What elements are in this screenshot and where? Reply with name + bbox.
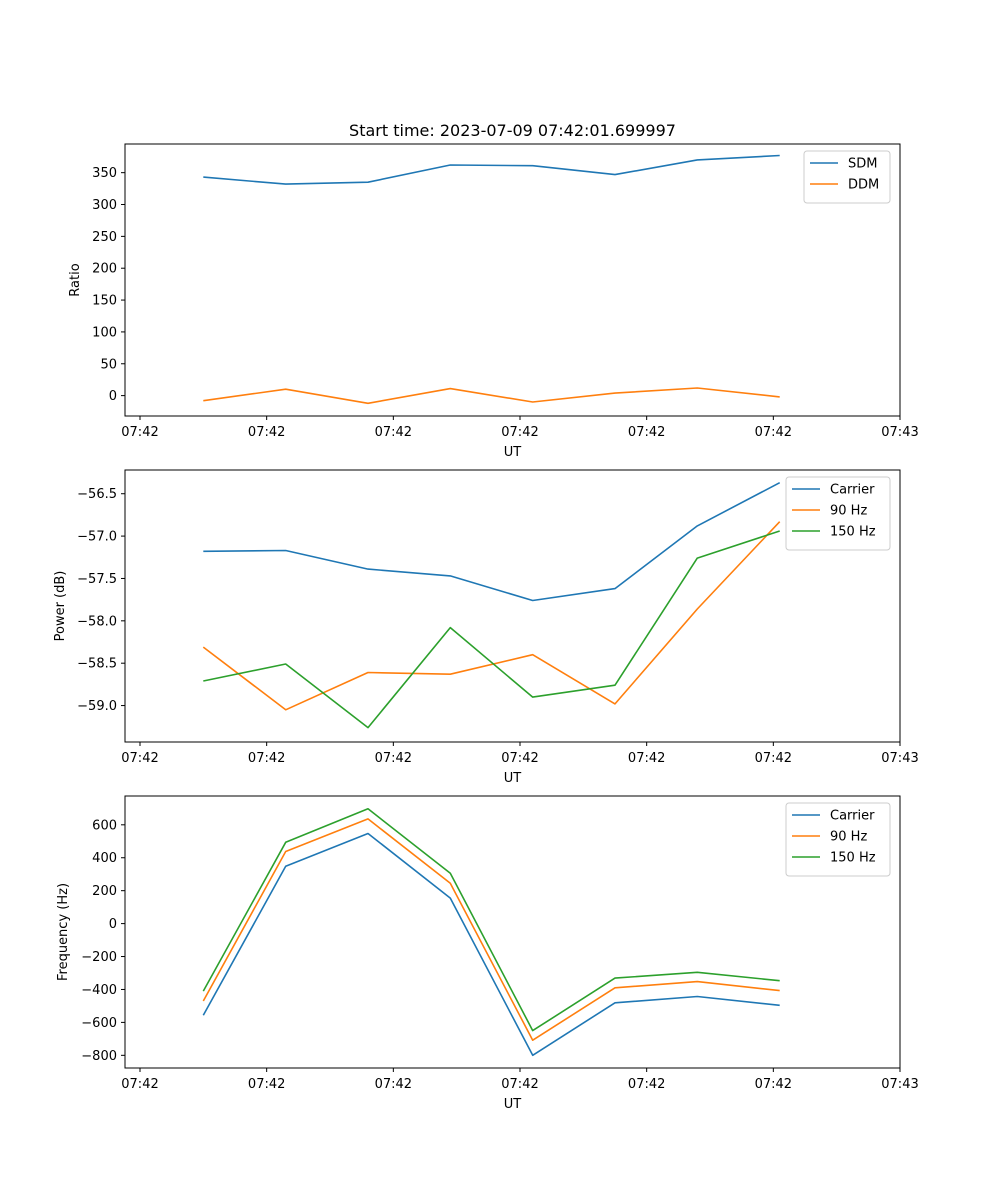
series-line-carrier <box>202 832 780 1057</box>
y-tick-label: −400 <box>81 983 117 998</box>
y-tick-label: −58.5 <box>77 657 117 672</box>
x-tick-label: 07:42 <box>755 1077 792 1092</box>
y-tick-label: −56.5 <box>77 487 117 502</box>
series-line-90-hz <box>202 818 780 1041</box>
x-axis-label: UT <box>504 1097 522 1112</box>
series-line-150-hz <box>203 530 780 729</box>
y-tick-label: 350 <box>92 166 117 181</box>
legend: SDM DDM <box>803 150 891 204</box>
x-tick-label: 07:42 <box>121 425 158 440</box>
y-tick-label: 400 <box>92 851 117 866</box>
x-tick-label: 07:42 <box>375 751 412 766</box>
y-tick-label: 0 <box>109 917 117 932</box>
panel-power: 07:42 07:42 07:42 07:42 07:42 07:42 07:43 −59.… <box>53 469 919 786</box>
x-axis-label: UT <box>504 771 522 786</box>
y-tick-label: −800 <box>81 1049 117 1064</box>
legend-label: Carrier <box>830 809 875 824</box>
legend: Carrier 90 Hz 150 Hz <box>785 476 891 551</box>
y-tick-label: 200 <box>92 884 117 899</box>
y-tick-label: −58.0 <box>77 614 117 629</box>
legend-label: SDM <box>848 157 877 172</box>
x-tick-label: 07:43 <box>881 425 918 440</box>
panel-frequency: 07:42 07:42 07:42 07:42 07:42 07:42 07:43 −800… <box>56 795 919 1112</box>
series-line-ddm <box>203 387 780 405</box>
y-axis-label: Frequency (Hz) <box>56 883 71 981</box>
x-tick-label: 07:42 <box>628 751 665 766</box>
panel-ratio: Start time: 2023-07-09 07:42:01.699997 0… <box>68 121 919 460</box>
y-tick-label: −600 <box>81 1016 117 1031</box>
series-line-sdm <box>203 154 780 185</box>
x-tick-label: 07:43 <box>881 1077 918 1092</box>
legend-label: 150 Hz <box>830 851 876 866</box>
x-tick-label: 07:42 <box>501 425 538 440</box>
x-tick-label: 07:42 <box>755 751 792 766</box>
y-axis-label: Power (dB) <box>53 571 68 642</box>
legend: Carrier 90 Hz 150 Hz <box>785 802 891 877</box>
series-line-150-hz <box>202 807 780 1032</box>
y-tick-label: 600 <box>92 818 117 833</box>
y-axis-label: Ratio <box>68 263 83 296</box>
x-tick-label: 07:42 <box>628 1077 665 1092</box>
x-tick-label: 07:42 <box>375 425 412 440</box>
x-tick-label: 07:42 <box>755 425 792 440</box>
plot-frame <box>124 469 901 743</box>
y-tick-label: 0 <box>109 389 117 404</box>
x-tick-label: 07:42 <box>248 751 285 766</box>
x-tick-label: 07:42 <box>501 1077 538 1092</box>
chart-title: Start time: 2023-07-09 07:42:01.699997 <box>349 121 676 140</box>
x-tick-label: 07:42 <box>248 1077 285 1092</box>
y-tick-label: 250 <box>92 230 117 245</box>
legend-label: Carrier <box>830 483 875 498</box>
y-tick-label: −200 <box>81 950 117 965</box>
series-line-carrier <box>203 481 781 602</box>
x-tick-label: 07:42 <box>501 751 538 766</box>
y-tick-label: 150 <box>92 294 117 309</box>
y-tick-label: −57.5 <box>77 572 117 587</box>
y-tick-label: 300 <box>92 198 117 213</box>
y-tick-label: 200 <box>92 262 117 277</box>
plot-frame <box>124 143 901 417</box>
x-tick-label: 07:43 <box>881 751 918 766</box>
x-tick-label: 07:42 <box>248 425 285 440</box>
y-tick-label: 50 <box>100 357 117 372</box>
y-tick-label: −59.0 <box>77 699 117 714</box>
series-line-90-hz <box>202 521 781 711</box>
legend-label: 90 Hz <box>830 504 867 519</box>
legend-label: 150 Hz <box>830 525 876 540</box>
x-tick-label: 07:42 <box>121 751 158 766</box>
plot-frame <box>124 795 901 1069</box>
legend-label: DDM <box>848 178 879 193</box>
legend-label: 90 Hz <box>830 830 867 845</box>
x-axis-label: UT <box>504 445 522 460</box>
x-tick-label: 07:42 <box>375 1077 412 1092</box>
y-tick-label: −57.0 <box>77 530 117 545</box>
legend-box <box>803 150 891 204</box>
y-tick-label: 100 <box>92 325 117 340</box>
x-tick-label: 07:42 <box>121 1077 158 1092</box>
x-tick-label: 07:42 <box>628 425 665 440</box>
